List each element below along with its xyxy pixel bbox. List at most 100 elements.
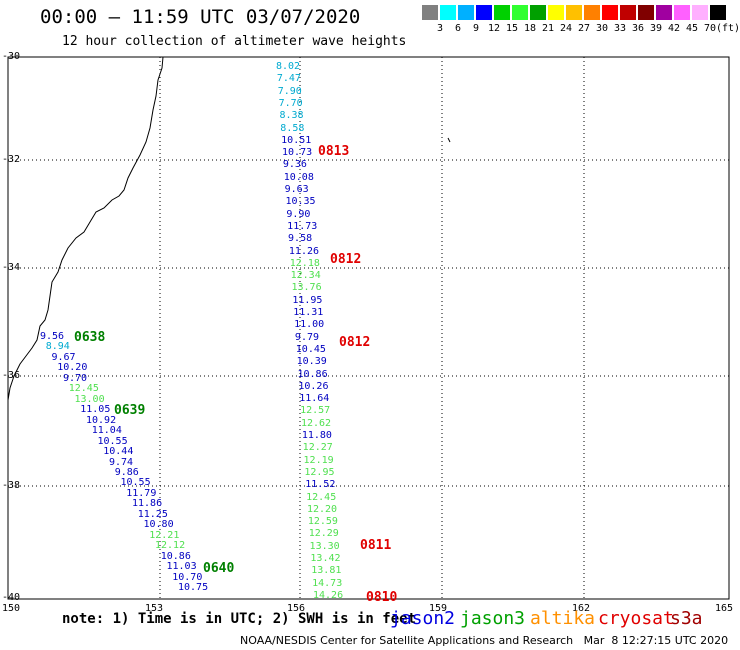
island xyxy=(447,137,451,143)
wave-height-label: 10.55 xyxy=(120,477,151,489)
wave-height-label: 11.86 xyxy=(132,498,163,510)
wave-height-label: 7.47 xyxy=(276,73,301,85)
wave-height-label: 11.05 xyxy=(80,404,111,416)
wave-height-label: 11.00 xyxy=(294,319,325,331)
scale-label: 45 xyxy=(685,23,699,34)
wave-height-label: 13.76 xyxy=(291,282,322,294)
wave-height-label: 10.86 xyxy=(297,368,328,380)
lat-label: -34 xyxy=(2,262,21,273)
time-marker: 0812 xyxy=(330,252,362,267)
lat-label: -38 xyxy=(2,480,21,491)
scale-label: 39 xyxy=(649,23,663,34)
scale-swatch xyxy=(692,5,708,20)
scale-swatch xyxy=(674,5,690,20)
wave-height-label: 9.63 xyxy=(284,184,309,196)
scale-swatch xyxy=(512,5,528,20)
wave-height-label: 11.73 xyxy=(287,220,318,232)
wave-height-label: 9.74 xyxy=(109,456,134,468)
wave-height-label: 12.34 xyxy=(290,270,321,282)
map-frame xyxy=(7,56,730,600)
wave-height-label: 13.00 xyxy=(74,393,105,405)
scale-label: 42 xyxy=(667,23,681,34)
wave-height-label: 9.36 xyxy=(282,159,307,171)
graticule xyxy=(8,57,729,599)
wave-height-label: 10.92 xyxy=(86,414,117,426)
wave-height-label: 12.27 xyxy=(302,442,333,454)
wave-height-label: 8.94 xyxy=(45,341,70,353)
wave-height-label: 12.59 xyxy=(307,516,338,528)
scale-label: (ft) xyxy=(716,23,740,34)
scale-swatch xyxy=(620,5,636,20)
wave-height-label: 12.21 xyxy=(149,529,180,541)
coastline xyxy=(7,56,164,401)
wave-height-label: 8.38 xyxy=(279,110,304,122)
wave-height-label: 10.39 xyxy=(296,356,327,368)
scale-label: 3 xyxy=(436,23,444,34)
wave-height-label: 9.56 xyxy=(40,331,65,342)
scale-swatch xyxy=(656,5,672,20)
scale-swatch xyxy=(458,5,474,20)
scale-label: 30 xyxy=(595,23,609,34)
scale-label: 27 xyxy=(577,23,591,34)
wave-height-label: 12.57 xyxy=(300,405,331,417)
wave-height-label: 8.02 xyxy=(276,61,301,72)
wave-height-label: 10.75 xyxy=(178,582,209,593)
time-marker: 0812 xyxy=(339,335,371,350)
credit-footer: NOAA/NESDIS Center for Satellite Applica… xyxy=(240,634,729,647)
wave-height-label: 9.90 xyxy=(286,208,311,220)
scale-label: 18 xyxy=(523,23,537,34)
scale-swatch xyxy=(710,5,726,20)
time-marker: 0810 xyxy=(366,590,398,605)
map-title: 00:00 – 11:59 UTC 03/07/2020 xyxy=(40,6,361,28)
lon-label: 165 xyxy=(715,603,734,614)
lon-label: 153 xyxy=(145,603,164,614)
wave-height-label: 9.79 xyxy=(294,331,320,343)
wave-height-label: 10.45 xyxy=(295,343,326,355)
time-marker: 0640 xyxy=(203,561,235,576)
wave-height-label: 10.55 xyxy=(97,435,128,447)
wave-height-label: 10.73 xyxy=(282,147,313,159)
legend-entry: altika xyxy=(530,608,596,629)
wave-height-label: 11.52 xyxy=(305,479,336,491)
wave-height-label: 12.29 xyxy=(308,528,339,540)
wave-height-label: 12.45 xyxy=(306,491,337,503)
wave-height-label: 10.44 xyxy=(103,446,134,458)
lon-label: 162 xyxy=(572,603,591,614)
wave-height-label: 11.04 xyxy=(91,425,122,437)
lat-label: -40 xyxy=(2,592,21,603)
wave-height-label: 12.20 xyxy=(306,503,338,515)
wave-height-label: 12.18 xyxy=(289,257,320,269)
wave-height-label: 9.67 xyxy=(51,351,76,363)
wave-height-label: 10.70 xyxy=(172,571,203,583)
scale-label: 24 xyxy=(559,23,573,34)
wave-height-label: 10.08 xyxy=(283,171,314,183)
scale-label: 6 xyxy=(454,23,462,34)
wave-height-label: 9.86 xyxy=(114,466,139,478)
wave-height-label: 11.25 xyxy=(137,508,168,520)
legend-entry: jason2 xyxy=(390,608,456,629)
wave-height-label: 12.45 xyxy=(68,383,99,395)
wave-height-label: 10.20 xyxy=(57,362,88,374)
scale-label: 70 xyxy=(703,23,717,34)
wave-height-label: 12.95 xyxy=(304,466,335,478)
wave-height-label: 8.58 xyxy=(280,122,305,134)
wave-height-label: 12.62 xyxy=(300,417,332,429)
time-marker: 0638 xyxy=(74,330,106,345)
wave-height-label: 13.42 xyxy=(310,553,341,565)
map-note: note: 1) Time is in UTC; 2) SWH is in fe… xyxy=(62,611,417,627)
map-subtitle: 12 hour collection of altimeter wave hei… xyxy=(62,34,407,49)
scale-swatch xyxy=(440,5,456,20)
time-marker: 0811 xyxy=(360,538,392,553)
scale-label: 12 xyxy=(487,23,501,34)
scale-swatch xyxy=(584,5,600,20)
wave-height-label: 7.70 xyxy=(278,97,303,109)
scale-label: 15 xyxy=(505,23,519,34)
wave-height-label: 11.03 xyxy=(166,561,197,573)
wave-height-label: 10.80 xyxy=(143,519,174,531)
scale-label: 33 xyxy=(613,23,627,34)
wave-height-label: 14.26 xyxy=(313,590,344,601)
wave-height-label: 11.79 xyxy=(126,487,157,499)
scale-swatch xyxy=(422,5,438,20)
lat-label: -32 xyxy=(2,154,21,165)
